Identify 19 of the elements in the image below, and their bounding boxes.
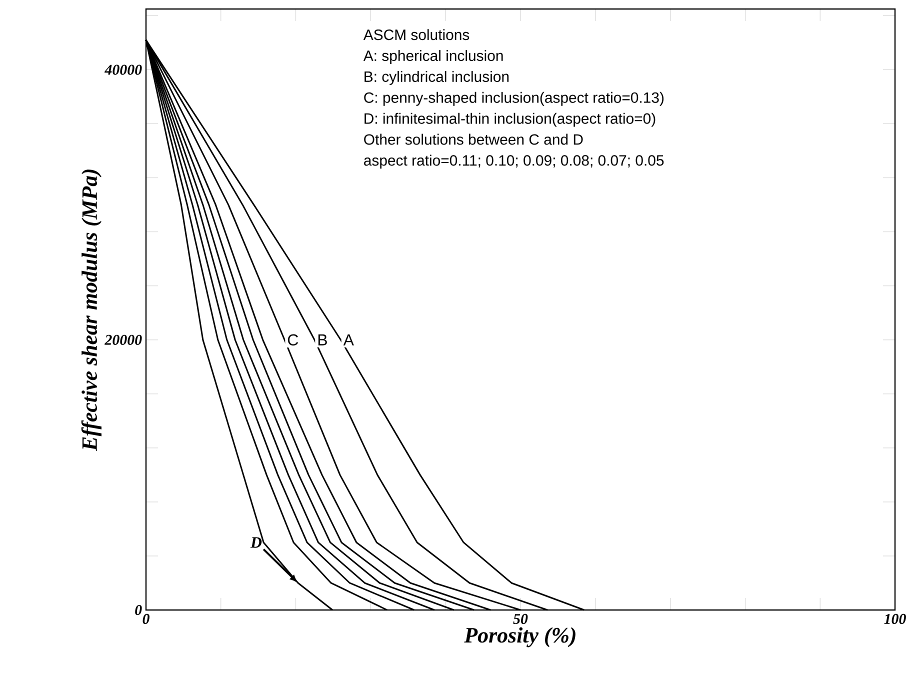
annotation: C: penny-shaped inclusion(aspect ratio=0.13) bbox=[364, 92, 664, 106]
y-axis-title: Effective shear modulus (MPa) bbox=[81, 170, 102, 451]
x-tick-label: 50 bbox=[513, 614, 528, 624]
annotation: A: spherical inclusion bbox=[363, 50, 503, 64]
series-label: B bbox=[318, 334, 327, 346]
x-tick-label: 100 bbox=[884, 614, 906, 624]
annotation: Other solutions between C and D bbox=[364, 134, 583, 145]
series-label: D bbox=[250, 537, 262, 548]
series-label: C bbox=[288, 334, 298, 346]
x-tick-label: 0 bbox=[142, 614, 150, 624]
x-axis-title: Porosity (%) bbox=[464, 627, 576, 648]
y-tick-label: 40000 bbox=[104, 64, 142, 75]
annotation: ASCM solutions bbox=[363, 29, 470, 40]
y-tick-label: 20000 bbox=[104, 334, 142, 345]
series-label: A bbox=[343, 334, 354, 346]
annotation: B: cylindrical inclusion bbox=[364, 70, 509, 85]
annotation: D: infinitesimal-thin inclusion(aspect ratio=0) bbox=[364, 112, 656, 127]
annotation: aspect ratio=0.11; 0.10; 0.09; 0.08; 0.07; 0.05 bbox=[364, 154, 664, 169]
y-tick-label: 0 bbox=[135, 604, 142, 616]
